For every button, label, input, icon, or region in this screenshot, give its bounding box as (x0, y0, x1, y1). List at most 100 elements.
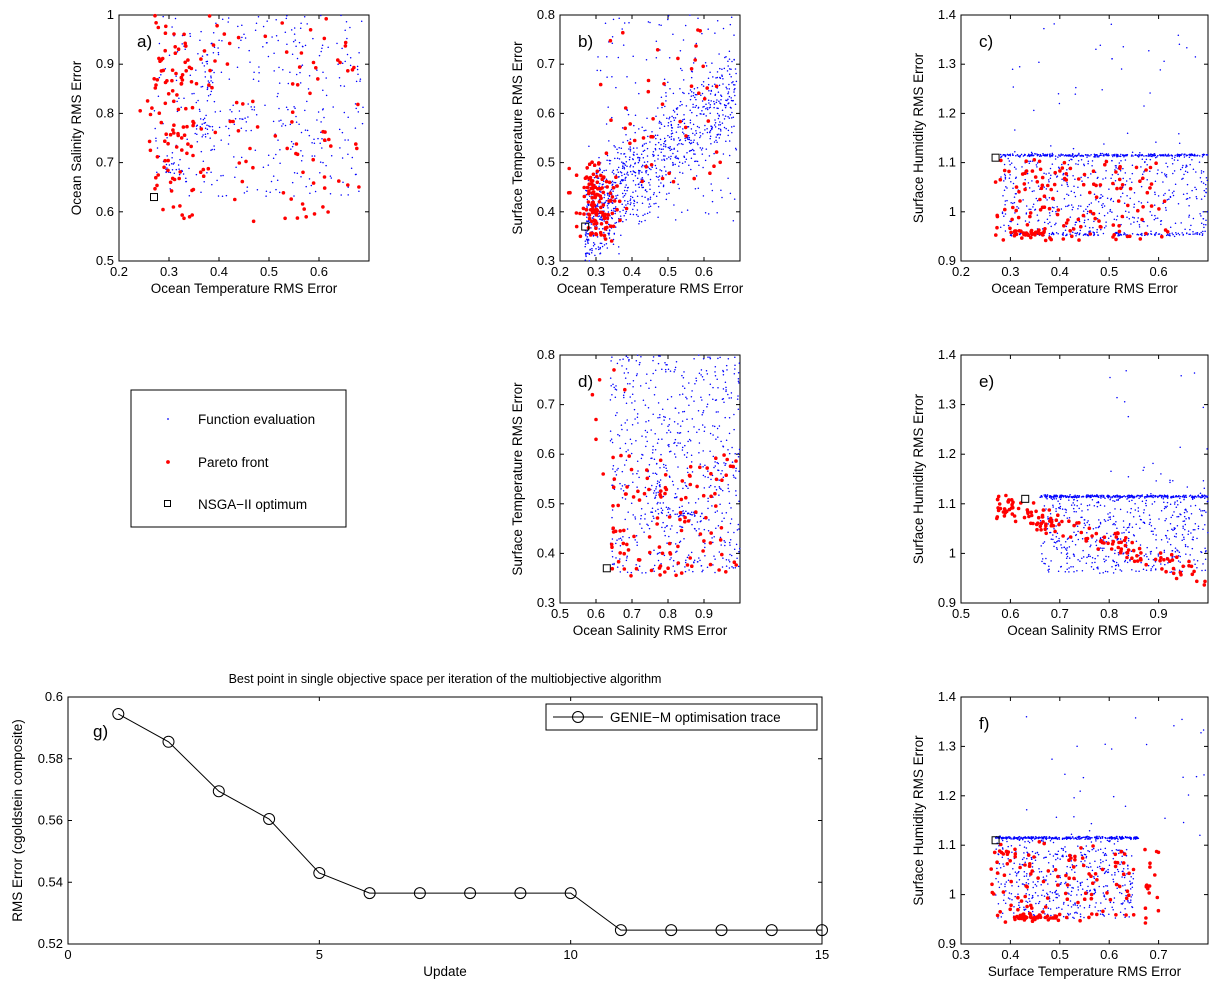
evaluation-point (1196, 566, 1198, 569)
evaluation-point (709, 103, 712, 106)
evaluation-point (713, 152, 715, 155)
evaluation-point (621, 470, 624, 473)
pareto-point (174, 145, 179, 149)
evaluation-point (730, 126, 733, 128)
x-tick-label: 0.3 (587, 264, 605, 279)
pareto-point (285, 146, 290, 151)
pareto-point (708, 541, 713, 545)
pareto-point (202, 49, 207, 53)
evaluation-point (634, 184, 637, 186)
evaluation-point (691, 514, 693, 516)
evaluation-point (1052, 504, 1054, 506)
pareto-point (321, 129, 325, 134)
evaluation-point (266, 41, 268, 44)
evaluation-point (337, 63, 339, 66)
pareto-point (1029, 510, 1034, 515)
evaluation-point (723, 401, 725, 403)
pareto-point (316, 77, 320, 81)
evaluation-point (611, 550, 613, 552)
evaluation-point (1140, 202, 1143, 204)
evaluation-point (1200, 222, 1203, 225)
evaluation-point (717, 357, 719, 360)
pareto-point (664, 487, 669, 492)
evaluation-point (687, 440, 689, 443)
evaluation-point (1191, 189, 1193, 192)
evaluation-point (1147, 153, 1150, 155)
evaluation-point (1019, 154, 1022, 157)
evaluation-point (657, 176, 659, 178)
evaluation-point (679, 49, 682, 52)
evaluation-point (1068, 567, 1070, 569)
evaluation-point (684, 139, 687, 142)
evaluation-point (606, 154, 609, 157)
evaluation-point (1096, 501, 1098, 504)
pareto-point (618, 529, 622, 533)
evaluation-point (686, 209, 689, 211)
pareto-point (1171, 571, 1176, 576)
evaluation-point (702, 474, 705, 477)
pareto-point (154, 175, 158, 180)
evaluation-point (725, 140, 727, 143)
evaluation-point (1055, 525, 1057, 527)
evaluation-point (1014, 192, 1017, 195)
pareto-point (170, 78, 174, 83)
pareto-point (1057, 522, 1061, 527)
pareto-point (694, 510, 698, 514)
x-tick-label: 0.6 (695, 264, 713, 279)
evaluation-point (1124, 560, 1126, 563)
evaluation-point (1194, 186, 1196, 189)
evaluation-point (724, 464, 726, 466)
evaluation-point (1012, 202, 1014, 205)
evaluation-point (721, 74, 723, 76)
y-tick-label: 0.7 (537, 397, 555, 412)
evaluation-point (708, 519, 710, 521)
evaluation-point (350, 167, 353, 170)
evaluation-point (1047, 516, 1049, 518)
pareto-point (1007, 507, 1012, 512)
evaluation-point (1148, 50, 1150, 52)
evaluation-point (694, 188, 697, 190)
pareto-point (618, 218, 622, 223)
evaluation-point (275, 18, 277, 21)
evaluation-point (729, 23, 732, 26)
evaluation-point (700, 94, 702, 96)
evaluation-point (1073, 571, 1075, 573)
evaluation-point (693, 513, 695, 515)
evaluation-point (1087, 494, 1090, 496)
evaluation-point (1045, 508, 1047, 510)
evaluation-point (607, 197, 610, 200)
evaluation-point (1033, 109, 1035, 112)
pareto-point (1098, 183, 1103, 187)
evaluation-point (1050, 560, 1052, 562)
evaluation-point (670, 396, 673, 398)
evaluation-point (672, 161, 674, 164)
pareto-point (199, 57, 203, 61)
evaluation-point (634, 190, 637, 192)
evaluation-point (615, 389, 618, 391)
evaluation-point (1111, 154, 1113, 156)
evaluation-point (1184, 543, 1187, 546)
pareto-point (590, 210, 595, 215)
evaluation-point (254, 149, 257, 151)
evaluation-point (612, 243, 615, 246)
evaluation-point (1093, 193, 1096, 195)
evaluation-point (727, 92, 729, 95)
pareto-point (178, 170, 182, 174)
pareto-point (1004, 493, 1008, 498)
evaluation-point (1118, 162, 1121, 164)
evaluation-point (238, 110, 241, 112)
evaluation-point (1043, 505, 1046, 507)
evaluation-point (281, 125, 283, 127)
evaluation-point (204, 121, 207, 124)
evaluation-point (641, 186, 643, 189)
evaluation-point (660, 511, 663, 514)
pareto-point (625, 542, 629, 547)
evaluation-point (707, 83, 710, 86)
evaluation-point (1173, 503, 1176, 505)
evaluation-point (1103, 214, 1106, 217)
evaluation-point (722, 445, 724, 447)
evaluation-point (1015, 168, 1017, 170)
evaluation-point (727, 116, 729, 118)
evaluation-point (614, 197, 616, 200)
evaluation-point (695, 160, 697, 162)
